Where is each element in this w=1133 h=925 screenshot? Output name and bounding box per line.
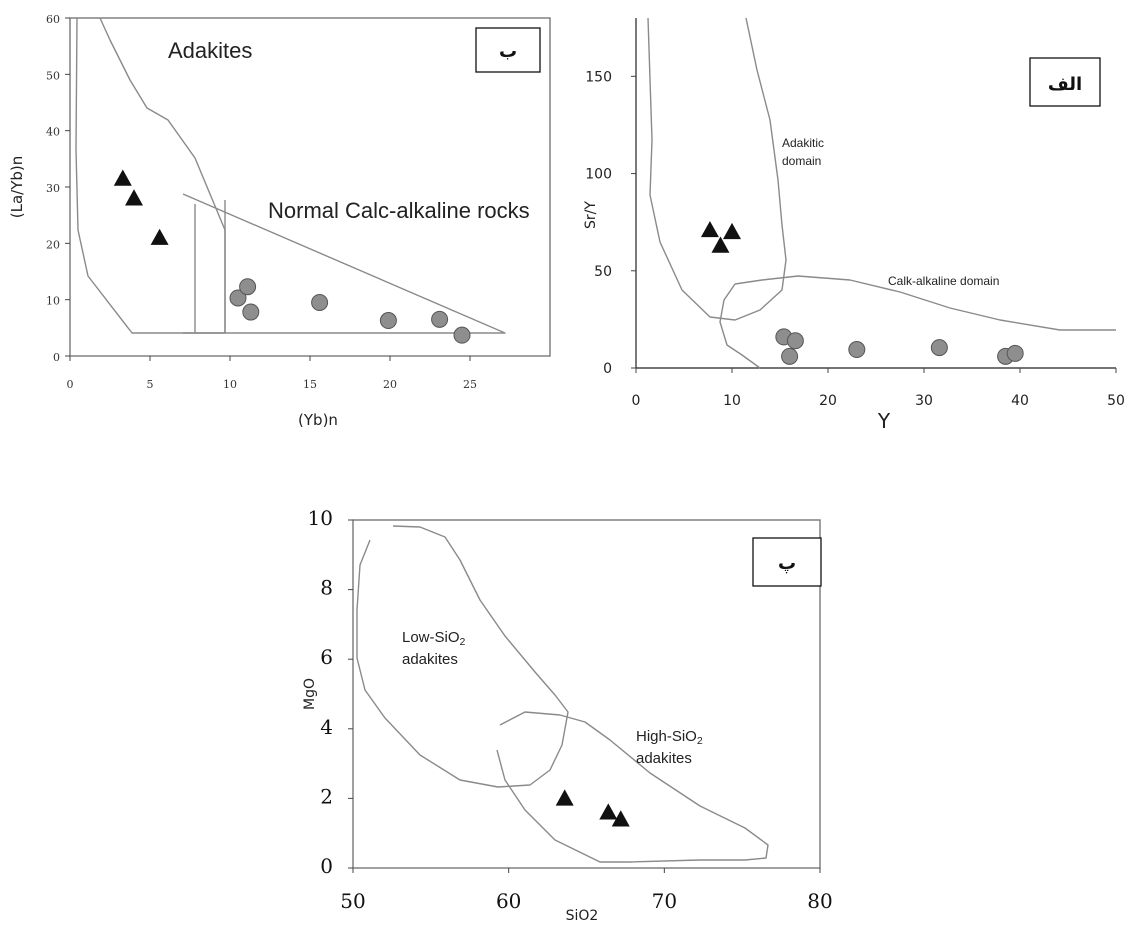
x-tick-label: 5 (147, 378, 154, 391)
field-boundary-2 (496, 711, 769, 863)
data-point-circle (781, 347, 799, 365)
y-tick-label: 0 (603, 361, 612, 377)
data-point-triangle (599, 803, 618, 820)
panel-label-box (752, 537, 822, 587)
x-tick-label: 20 (383, 378, 397, 391)
chart-panel-1: 0 10 20 30 40 50 60 0 5 10 15 20 25 (Yb)n (La/Yb)n Adak… (8, 13, 551, 429)
x-tick-label: 10 (723, 393, 741, 409)
data-point-circle (242, 303, 260, 321)
y-tick-label: 30 (46, 182, 60, 195)
y-tick-label: 150 (585, 69, 612, 85)
chart-panel-3: 0 2 4 6 8 10 50 60 70 80 SiO2 MgO Low-SiO2 adakites Hi… (302, 506, 833, 924)
field-boundary-1 (356, 525, 569, 788)
x-tick-label: 0 (632, 393, 641, 409)
data-point-circle (229, 289, 247, 307)
x-axis-label: Y (877, 409, 891, 433)
x-tick-label: 25 (463, 378, 477, 391)
y-tick-label: 50 (46, 69, 60, 82)
y-tick-label: 20 (46, 238, 60, 251)
y-tick-label: 60 (46, 13, 60, 26)
y-tick-label: 0 (320, 854, 333, 878)
field-boundary-1 (647, 17, 787, 321)
y-tick-label: 4 (320, 715, 333, 739)
field-label-line-2: domain (782, 154, 821, 168)
x-tick-label: 30 (915, 393, 933, 409)
y-tick-label: 2 (320, 784, 333, 808)
data-point-triangle (711, 236, 730, 253)
field-label-line-2: adakites (402, 651, 458, 668)
data-point-triangle (611, 810, 630, 827)
data-point-circle (431, 310, 449, 328)
field-boundary-2 (182, 193, 506, 334)
field-label-line-2: adakites (636, 750, 692, 767)
x-tick-label: 60 (496, 889, 521, 913)
field-label: Calk-alkaline domain (888, 274, 999, 288)
data-point-circle (848, 341, 866, 359)
panel-label-box (1029, 57, 1101, 107)
y-axis-label: (La/Yb)n (8, 156, 26, 219)
panel-label: ب (499, 41, 517, 62)
x-tick-label: 15 (303, 378, 317, 391)
panel-label: الف (1048, 74, 1082, 95)
x-tick-label: 50 (1107, 393, 1125, 409)
x-tick-label: 10 (223, 378, 237, 391)
x-axis-label: SiO2 (566, 908, 599, 924)
y-tick-label: 100 (585, 167, 612, 183)
data-point-triangle (700, 220, 719, 238)
x-axis-label: (Yb)n (298, 411, 338, 429)
y-tick-label: 10 (308, 506, 333, 530)
field-label-line-1: Low-SiO2 (402, 629, 466, 648)
field-label-line-1: High-SiO2 (636, 728, 703, 747)
panel-label: پ (778, 553, 796, 574)
field-label: Normal Calc-alkaline rocks (268, 198, 530, 223)
y-tick-label: 8 (320, 576, 333, 600)
chart-panel-2: 0 50 100 150 0 10 20 30 40 50 Y Sr/Y Adakitic domain C… (583, 17, 1125, 433)
x-tick-label: 70 (652, 889, 677, 913)
field-label-line-1: Adakitic (782, 136, 824, 150)
data-point-circle (239, 278, 257, 296)
data-point-triangle (150, 228, 169, 245)
data-point-circle (786, 332, 804, 350)
field-boundary-3 (719, 283, 761, 369)
data-point-triangle (113, 169, 132, 186)
data-point-circle (453, 326, 471, 344)
data-point-circle (930, 339, 948, 357)
field-label: Adakites (168, 38, 252, 63)
data-point-circle (311, 293, 329, 311)
y-axis-label: MgO (302, 678, 318, 710)
y-tick-label: 50 (594, 264, 612, 280)
y-tick-label: 10 (46, 295, 60, 308)
panel-label-box (475, 27, 541, 73)
x-tick-label: 40 (1011, 393, 1029, 409)
data-point-triangle (555, 789, 574, 806)
data-point-circle (379, 312, 397, 330)
plot-frame (352, 519, 821, 869)
x-tick-label: 20 (819, 393, 837, 409)
data-point-triangle (125, 189, 143, 206)
field-boundary-1 (75, 17, 226, 334)
y-tick-label: 6 (320, 645, 333, 669)
data-point-triangle (723, 222, 741, 240)
y-tick-label: 0 (53, 351, 60, 364)
x-tick-label: 0 (67, 378, 74, 391)
x-tick-label: 50 (340, 889, 365, 913)
y-axis-label: Sr/Y (583, 201, 599, 229)
field-boundary-2 (734, 275, 1116, 331)
y-tick-label: 40 (46, 126, 60, 139)
x-tick-label: 80 (807, 889, 832, 913)
data-point-circle (1006, 344, 1024, 362)
